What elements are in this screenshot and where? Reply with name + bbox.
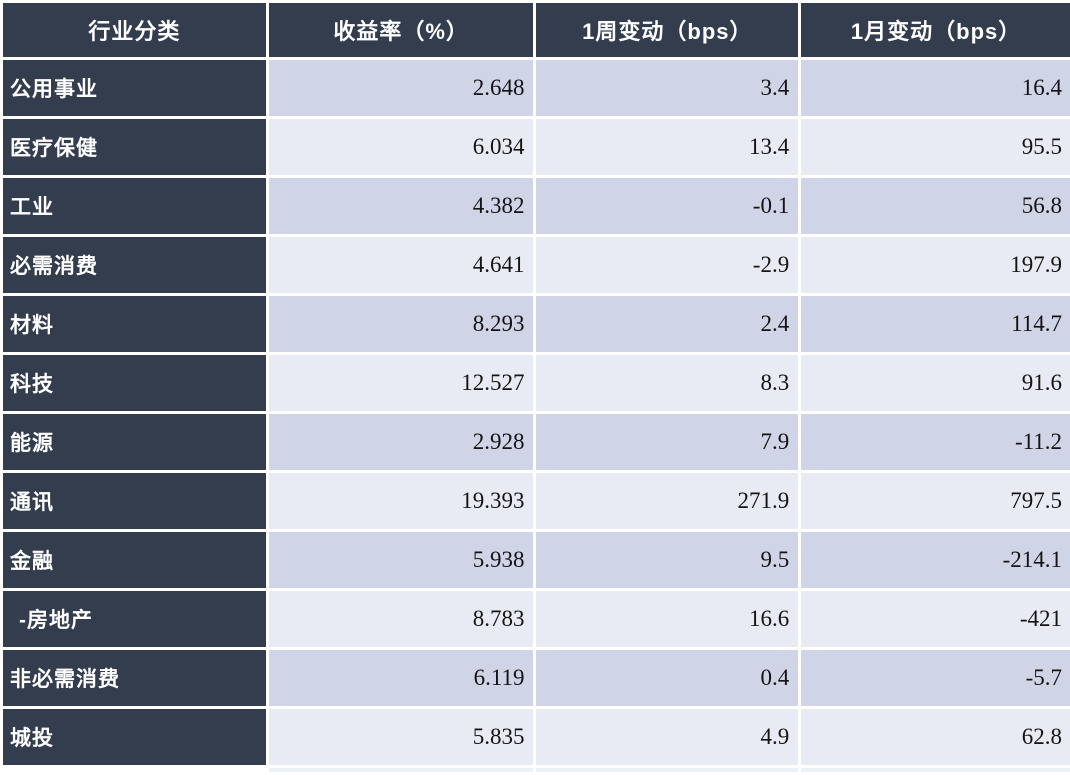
yield-value: 5.835 xyxy=(268,709,534,765)
cutoff-blank-cell xyxy=(3,768,266,772)
yield-value: 8.783 xyxy=(268,591,534,647)
month-change-value: 797.5 xyxy=(801,473,1070,529)
yield-value: 4.382 xyxy=(268,178,534,234)
month-change-value: -421 xyxy=(801,591,1070,647)
table-row: 公用事业 2.648 3.4 16.4 xyxy=(3,60,1070,116)
industry-label: 非必需消费 xyxy=(3,650,266,706)
week-change-value: 13.4 xyxy=(536,119,799,175)
industry-label: 能源 xyxy=(3,414,266,470)
week-change-value: 0.4 xyxy=(536,650,799,706)
table-row: 医疗保健 6.034 13.4 95.5 xyxy=(3,119,1070,175)
month-change-value: 16.4 xyxy=(801,60,1070,116)
cutoff-cell xyxy=(536,768,799,772)
week-change-value: 271.9 xyxy=(536,473,799,529)
yield-value: 5.938 xyxy=(268,532,534,588)
table-row: 科技 12.527 8.3 91.6 xyxy=(3,355,1070,411)
industry-label: 科技 xyxy=(3,355,266,411)
table-row: 金融 5.938 9.5 -214.1 xyxy=(3,532,1070,588)
column-header-month-change: 1月变动（bps） xyxy=(801,3,1070,57)
cutoff-row-sliver xyxy=(3,768,1070,772)
yield-value: 2.928 xyxy=(268,414,534,470)
table-row: 必需消费 4.641 -2.9 197.9 xyxy=(3,237,1070,293)
week-change-value: 9.5 xyxy=(536,532,799,588)
yield-value: 8.293 xyxy=(268,296,534,352)
industry-label: 公用事业 xyxy=(3,60,266,116)
week-change-value: -2.9 xyxy=(536,237,799,293)
month-change-value: -214.1 xyxy=(801,532,1070,588)
week-change-value: 2.4 xyxy=(536,296,799,352)
industry-label: 材料 xyxy=(3,296,266,352)
yield-value: 2.648 xyxy=(268,60,534,116)
table-row: 工业 4.382 -0.1 56.8 xyxy=(3,178,1070,234)
industry-label: 城投 xyxy=(3,709,266,765)
week-change-value: 16.6 xyxy=(536,591,799,647)
month-change-value: -5.7 xyxy=(801,650,1070,706)
yield-value: 4.641 xyxy=(268,237,534,293)
industry-label: 通讯 xyxy=(3,473,266,529)
month-change-value: 114.7 xyxy=(801,296,1070,352)
cutoff-cell xyxy=(268,768,534,772)
table-body: 公用事业 2.648 3.4 16.4 医疗保健 6.034 13.4 95.5 工业 4.382… xyxy=(3,60,1070,772)
table-row: 城投 5.835 4.9 62.8 xyxy=(3,709,1070,765)
table-row: 通讯 19.393 271.9 797.5 xyxy=(3,473,1070,529)
table-row: 非必需消费 6.119 0.4 -5.7 xyxy=(3,650,1070,706)
week-change-value: 4.9 xyxy=(536,709,799,765)
week-change-value: -0.1 xyxy=(536,178,799,234)
month-change-value: 91.6 xyxy=(801,355,1070,411)
month-change-value: 62.8 xyxy=(801,709,1070,765)
yield-value: 19.393 xyxy=(268,473,534,529)
industry-label: 必需消费 xyxy=(3,237,266,293)
month-change-value: 56.8 xyxy=(801,178,1070,234)
month-change-value: 197.9 xyxy=(801,237,1070,293)
week-change-value: 8.3 xyxy=(536,355,799,411)
month-change-value: 95.5 xyxy=(801,119,1070,175)
industry-label: -房地产 xyxy=(3,591,266,647)
cutoff-cell xyxy=(801,768,1070,772)
industry-label: 金融 xyxy=(3,532,266,588)
week-change-value: 7.9 xyxy=(536,414,799,470)
table-row: 能源 2.928 7.9 -11.2 xyxy=(3,414,1070,470)
table-row: 材料 8.293 2.4 114.7 xyxy=(3,296,1070,352)
column-header-yield: 收益率（%） xyxy=(268,3,534,57)
yield-value: 12.527 xyxy=(268,355,534,411)
yield-value: 6.034 xyxy=(268,119,534,175)
yield-value: 6.119 xyxy=(268,650,534,706)
industry-label: 医疗保健 xyxy=(3,119,266,175)
column-header-week-change: 1周变动（bps） xyxy=(536,3,799,57)
week-change-value: 3.4 xyxy=(536,60,799,116)
table-header: 行业分类 收益率（%） 1周变动（bps） 1月变动（bps） xyxy=(3,3,1070,57)
column-header-industry: 行业分类 xyxy=(3,3,266,57)
month-change-value: -11.2 xyxy=(801,414,1070,470)
industry-label: 工业 xyxy=(3,178,266,234)
table-row: -房地产 8.783 16.6 -421 xyxy=(3,591,1070,647)
header-row: 行业分类 收益率（%） 1周变动（bps） 1月变动（bps） xyxy=(3,3,1070,57)
